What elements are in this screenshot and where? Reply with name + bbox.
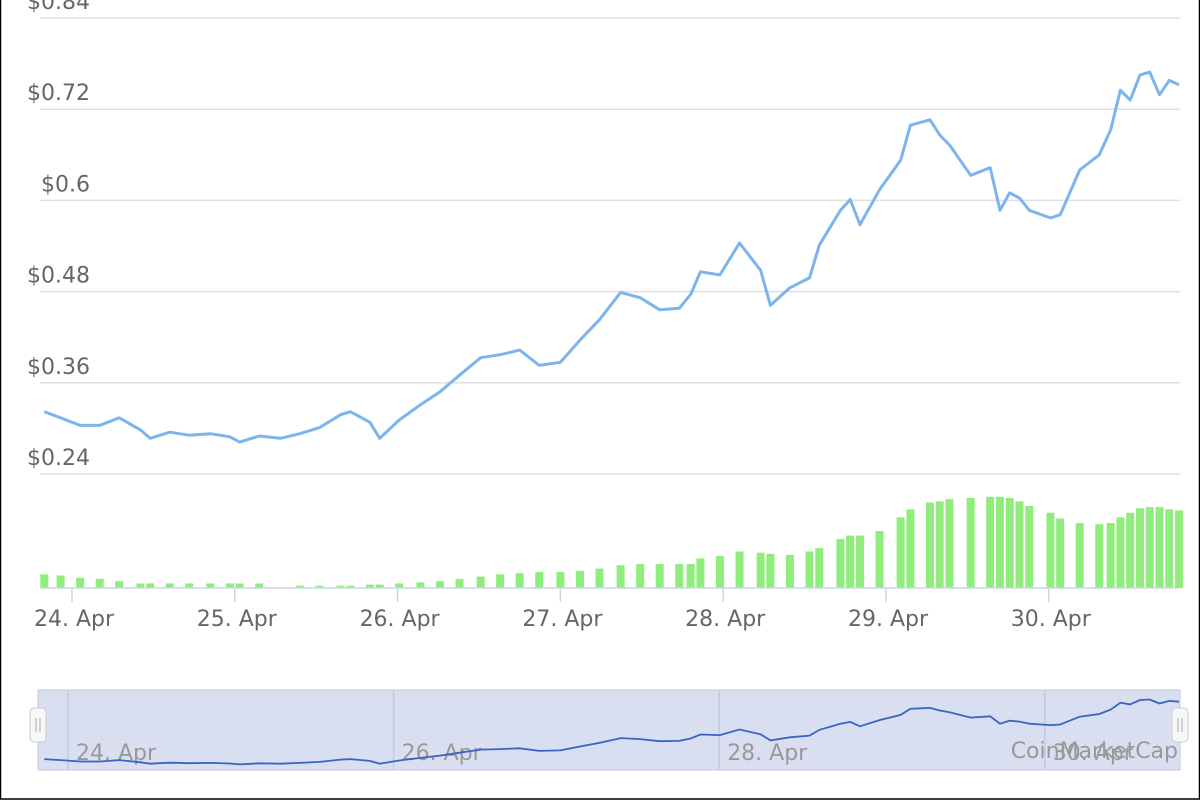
volume-bar (535, 572, 544, 588)
volume-bar (986, 496, 995, 588)
y-tick-label: $0.84 (27, 0, 90, 15)
price-line (43, 70, 1180, 444)
volume-bar (315, 585, 324, 588)
volume-bar (875, 531, 884, 588)
volume-bar (1175, 510, 1184, 588)
x-tick-label: 29. Apr (848, 607, 929, 632)
volume-bar (336, 585, 345, 588)
x-tick-label: 27. Apr (522, 607, 603, 632)
volume-bar (785, 554, 794, 588)
x-tick-label: 30. Apr (1011, 607, 1092, 632)
volume-bar (595, 568, 604, 588)
volume-bar (1005, 497, 1014, 588)
volume-bar (40, 574, 49, 588)
x-tick-label: 26. Apr (360, 607, 441, 632)
volume-bar (836, 538, 845, 588)
volume-bar (1165, 509, 1174, 588)
volume-bar (995, 496, 1004, 588)
volume-bar (1056, 518, 1065, 588)
volume-bar (136, 583, 145, 588)
volume-bar (76, 577, 85, 588)
volume-bar (766, 553, 775, 588)
volume-bar (1126, 512, 1135, 588)
volume-bar (185, 583, 194, 588)
volume-bar (1135, 508, 1144, 588)
navigator-selection (37, 689, 1181, 771)
y-tick-label: $0.6 (41, 172, 90, 197)
volume-bar (1095, 524, 1104, 588)
volume-bar (805, 551, 814, 588)
volume-bar (455, 578, 464, 588)
volume-bar (416, 582, 425, 588)
volume-bar (115, 581, 124, 588)
volume-bar (1145, 507, 1154, 588)
volume-bar (675, 564, 684, 588)
y-tick-label: $0.24 (27, 446, 90, 471)
navigator-line (44, 698, 1180, 766)
volume-bar (935, 501, 944, 588)
volume-bar (1155, 507, 1164, 588)
y-tick-label: $0.36 (27, 355, 90, 380)
x-tick-label: 25. Apr (197, 607, 278, 632)
navigator-label: 28. Apr (727, 741, 808, 766)
navigator-label: 26. Apr (402, 741, 483, 766)
volume-bar (1015, 501, 1024, 588)
volume-bar (686, 564, 695, 588)
y-tick-label: $0.72 (27, 81, 90, 106)
volume-bar (476, 576, 485, 588)
volume-bar (1075, 523, 1084, 588)
volume-bar (715, 556, 724, 588)
volume-bar (846, 535, 855, 588)
volume-bar (1106, 523, 1115, 588)
volume-bar (1046, 512, 1055, 588)
volume-bar (636, 564, 645, 588)
volume-bar (896, 517, 905, 588)
volume-bar (925, 502, 934, 588)
volume-bar (146, 583, 155, 588)
y-tick-label: $0.48 (27, 264, 90, 289)
navigator-handle[interactable] (1171, 707, 1189, 743)
volume-bar (756, 552, 765, 588)
volume-bar (616, 565, 625, 588)
volume-bar (435, 581, 444, 588)
volume-bar (1025, 505, 1034, 588)
volume-bar (556, 572, 565, 588)
volume-bar (235, 583, 244, 588)
volume-bar (206, 583, 215, 588)
volume-bar (95, 578, 104, 588)
volume-bar (735, 551, 744, 588)
volume-bar (346, 585, 355, 588)
volume-bar (966, 497, 975, 588)
navigator-handle[interactable] (29, 707, 47, 743)
volume-bar (295, 585, 304, 588)
volume-bar (515, 573, 524, 588)
volume-bar (575, 570, 584, 588)
volume-bar (815, 548, 824, 588)
volume-bar (395, 583, 404, 588)
volume-bar (375, 584, 384, 588)
volume-bar (56, 575, 65, 588)
x-tick-label: 24. Apr (34, 607, 115, 632)
volume-bar (165, 583, 174, 588)
watermark: CoinMarketCap (1011, 739, 1178, 764)
volume-bar (655, 564, 664, 588)
x-tick-label: 28. Apr (685, 607, 766, 632)
volume-bar (365, 584, 374, 588)
navigator-label: 30. Apr (1053, 741, 1134, 766)
volume-bar (255, 583, 264, 588)
volume-bar (225, 583, 234, 588)
volume-bar (696, 558, 705, 588)
volume-bar (906, 509, 915, 588)
volume-bar (855, 535, 864, 588)
volume-bar (496, 574, 505, 588)
volume-bar (1116, 517, 1125, 588)
volume-bar (945, 499, 954, 588)
